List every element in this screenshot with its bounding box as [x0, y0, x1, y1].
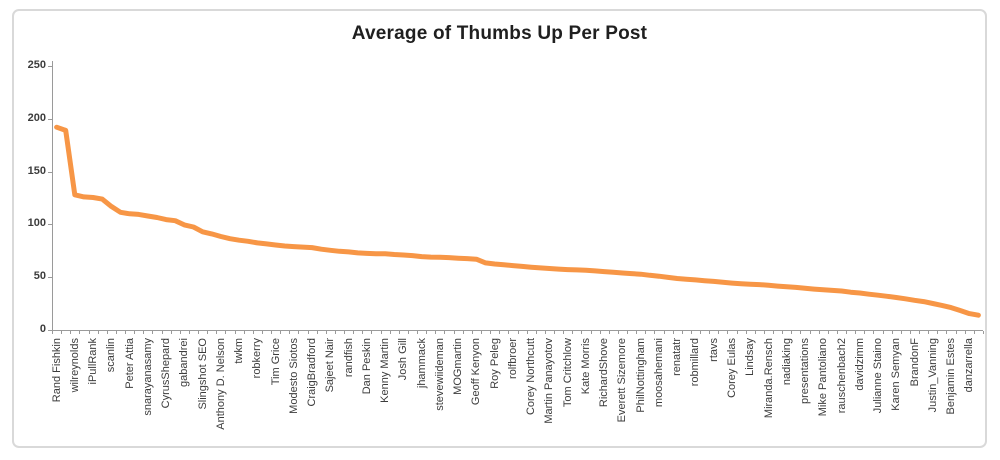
- chart-title: Average of Thumbs Up Per Post: [351, 23, 648, 44]
- chart-frame: [12, 9, 987, 448]
